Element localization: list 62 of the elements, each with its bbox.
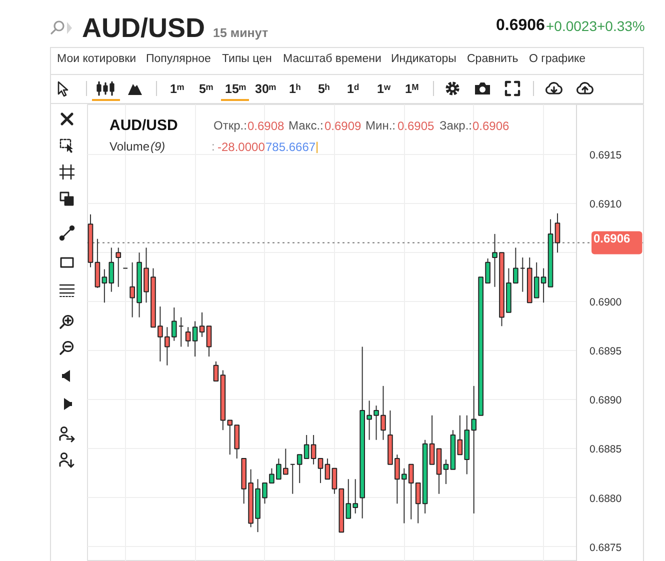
text: 1ʷ — [377, 82, 390, 96]
chart-title: AUD/USD — [82, 12, 206, 44]
annotation: -28.0000 — [218, 140, 266, 154]
text: +0.0023 — [546, 18, 597, 34]
y-tick-label: 0.6915 — [590, 150, 622, 162]
candlestick — [199, 312, 205, 338]
annotation: 0.6909 — [324, 119, 362, 133]
chart-subtitle: 15 минут — [213, 26, 268, 40]
candlestick — [318, 458, 324, 484]
candlestick — [513, 247, 518, 284]
text: 30ᵐ — [255, 82, 276, 96]
annotation: 0.6906 — [472, 119, 510, 133]
text: 1ᵈ — [347, 82, 359, 96]
text: Масштаб времени — [283, 53, 382, 67]
annotation: Volume — [110, 140, 150, 154]
candlestick — [429, 414, 435, 465]
candlestick — [471, 385, 477, 514]
text: Типы цен — [222, 53, 272, 67]
candlestick — [185, 326, 191, 348]
text: Популярное — [146, 53, 211, 67]
annotation: Макс.: — [288, 118, 324, 132]
y-tick-label: 0.6900 — [590, 296, 622, 309]
annotation: | — [316, 140, 319, 154]
ref-line-label: 0.6906 — [594, 231, 631, 246]
y-tick-label: 0.6885 — [590, 444, 622, 456]
annotation: Мин.: — [366, 118, 396, 132]
candlestick — [192, 320, 198, 358]
text: О графике — [529, 53, 586, 67]
y-tick-label: 0.6910 — [590, 198, 622, 211]
text: 0.6906 — [496, 16, 545, 36]
candlestick — [206, 326, 212, 358]
candlestick — [324, 458, 330, 480]
text: 15ᵐ — [225, 82, 246, 96]
text: 5ᵐ — [199, 82, 214, 96]
annotation: 0.6905 — [398, 119, 435, 133]
text: 1ᵐ — [170, 82, 184, 96]
annotation: 0.6908 — [248, 119, 285, 133]
text: Мои котировки — [57, 53, 136, 67]
annotation: (9) — [150, 140, 166, 154]
candlestick — [540, 268, 546, 304]
annotation: 785.6667 — [266, 140, 316, 154]
annotation: Закр.: — [440, 118, 472, 132]
y-tick-label: 0.6880 — [590, 492, 622, 505]
text: +0.33% — [597, 18, 645, 34]
text: 1ᴹ — [405, 82, 418, 96]
text: Сравнить — [467, 53, 518, 67]
text: 5ʰ — [318, 82, 330, 96]
text: 1ʰ — [289, 82, 301, 96]
annotation: Откр.: — [214, 118, 247, 132]
y-tick-label: 0.6890 — [590, 394, 622, 407]
candlestick — [310, 434, 316, 465]
candlestick — [213, 360, 219, 382]
candlestick — [443, 459, 449, 485]
candlestick — [332, 468, 338, 494]
text: Индикаторы — [391, 53, 456, 67]
y-tick-label: 0.6875 — [590, 542, 622, 554]
y-tick-label: 0.6895 — [590, 346, 622, 358]
candlestick — [171, 307, 177, 342]
annotation: AUD/USD — [110, 117, 178, 134]
candlestick — [116, 247, 122, 288]
candlestick — [554, 212, 560, 254]
annotation: : — [212, 140, 215, 154]
